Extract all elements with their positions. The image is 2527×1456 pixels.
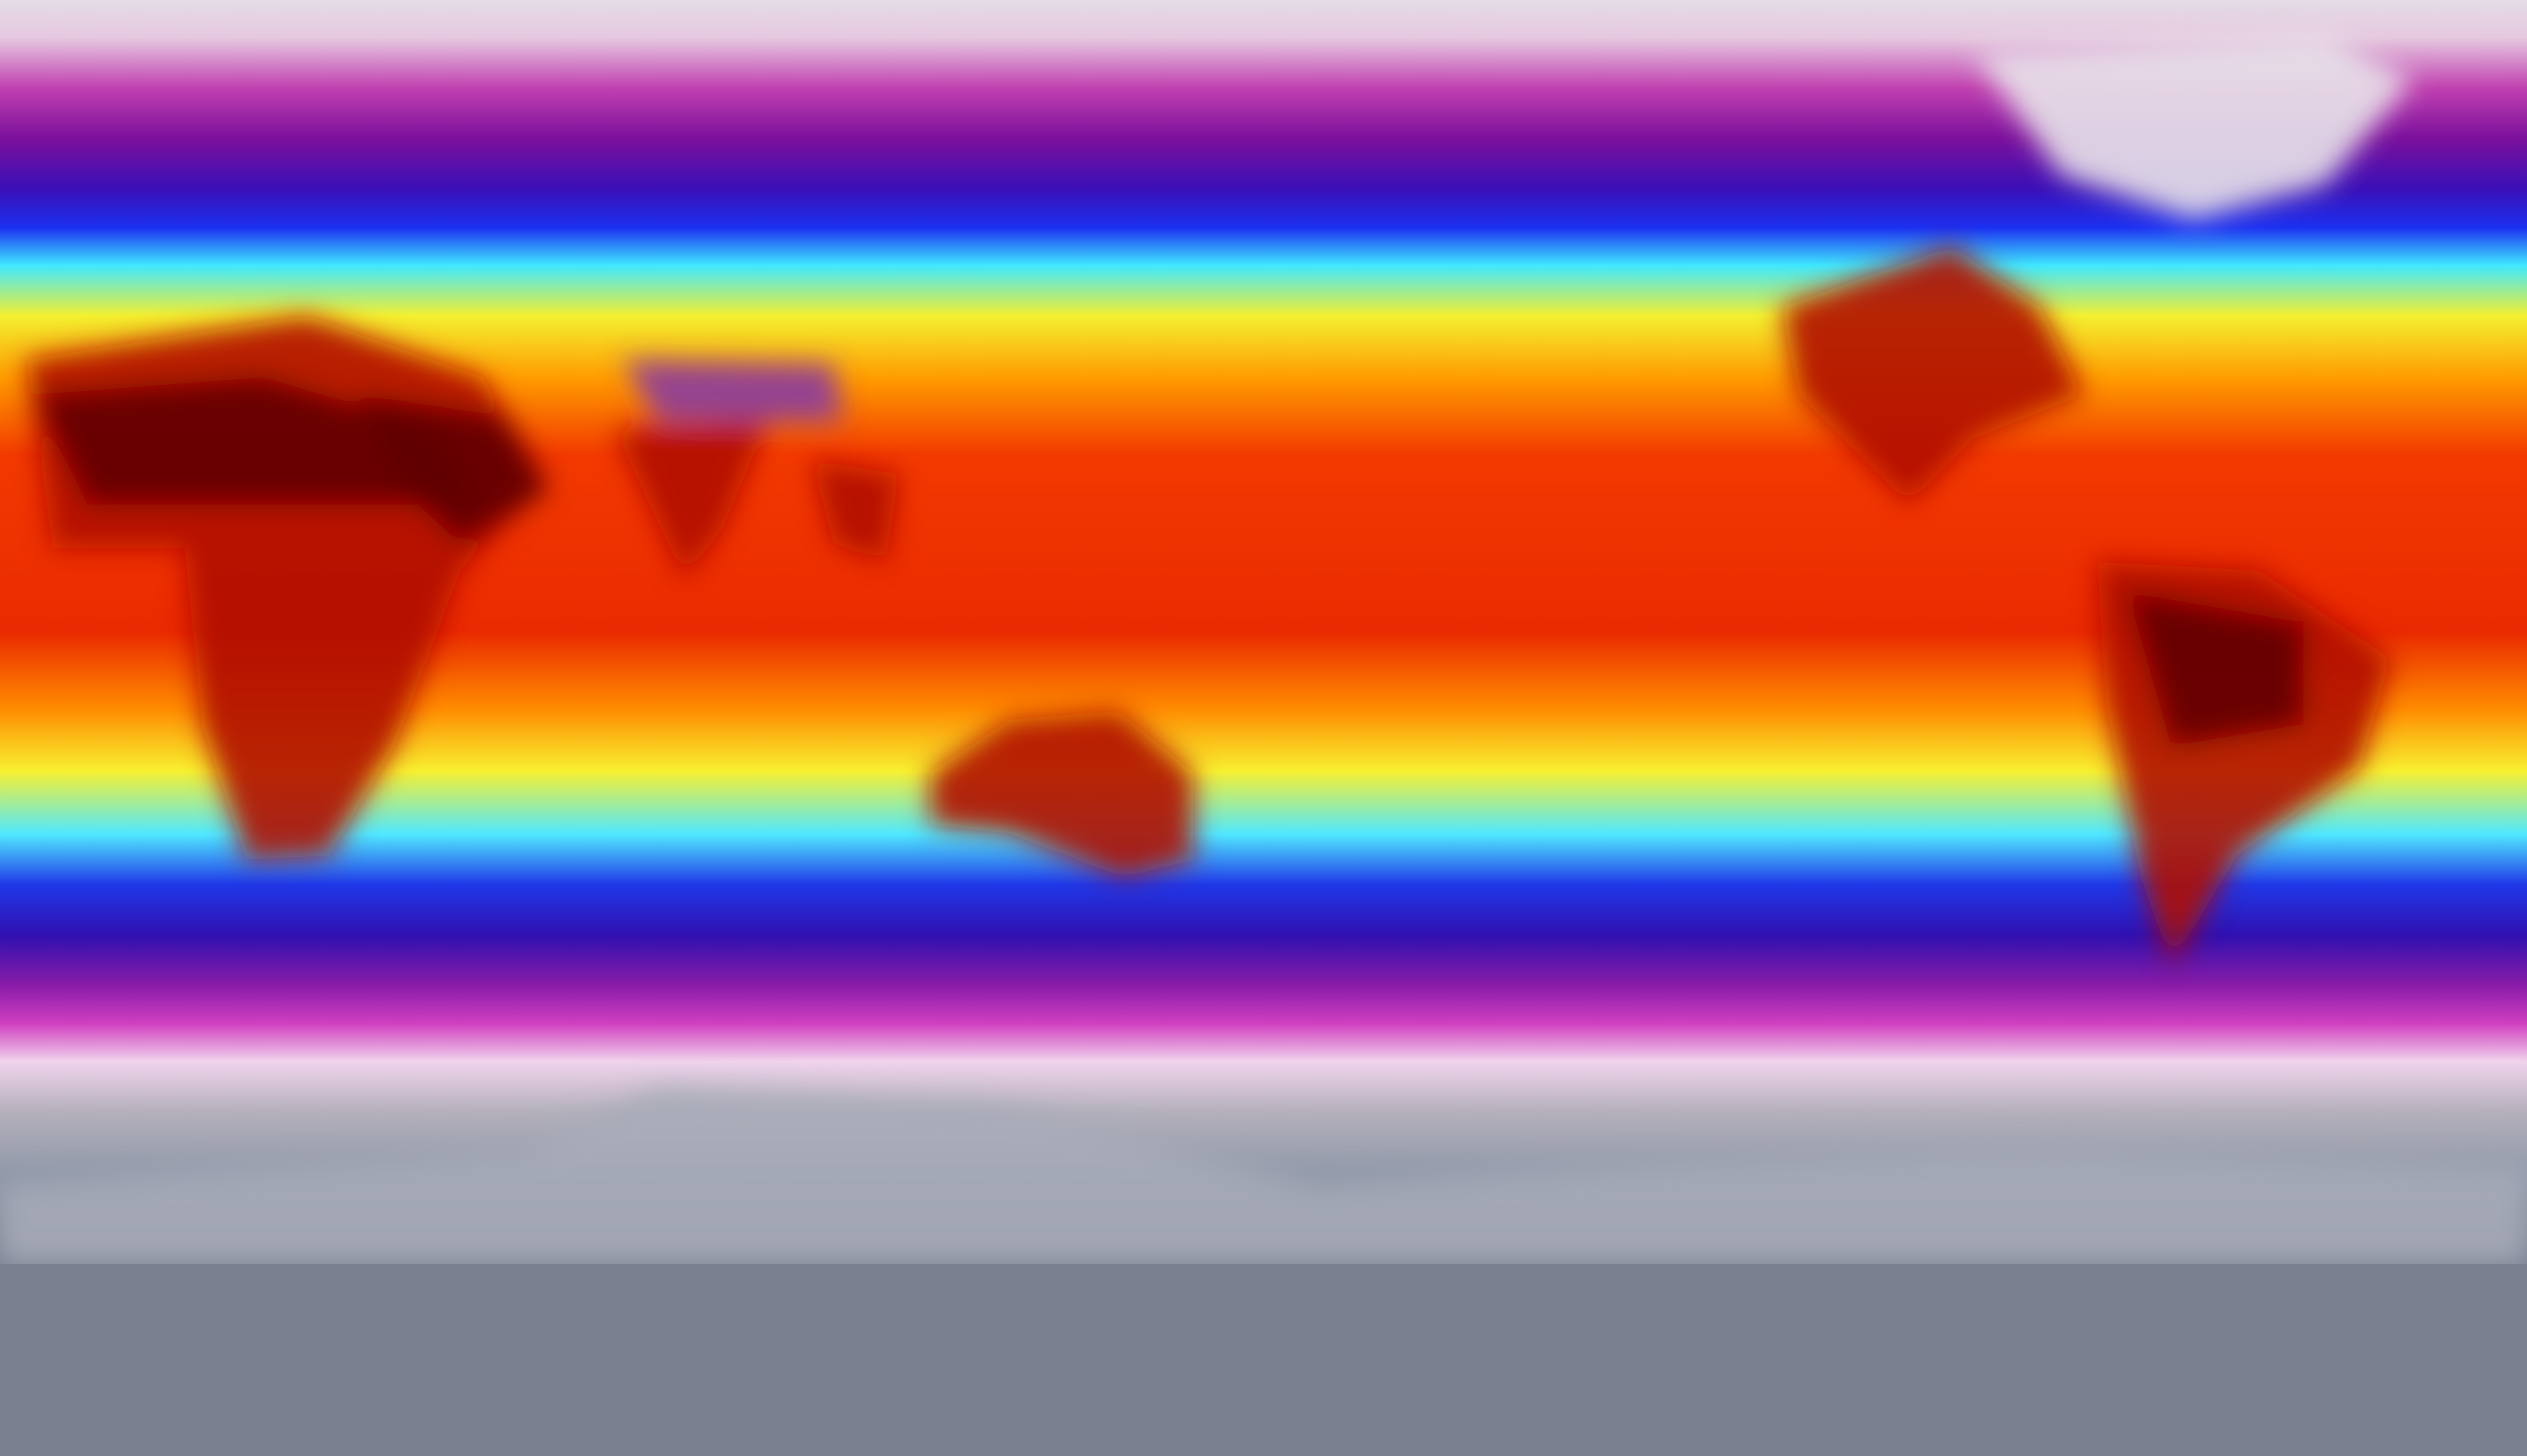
tibetan-plateau	[623, 359, 843, 421]
southeast-asia	[811, 460, 900, 562]
australia	[930, 711, 1194, 878]
arabia	[359, 395, 549, 544]
map-canvas	[0, 0, 2527, 1264]
north-america	[1781, 246, 2084, 505]
antarctica	[0, 1088, 2527, 1264]
india	[614, 421, 768, 579]
global-temperature-map	[0, 0, 2527, 1264]
amazon	[2128, 592, 2304, 746]
greenland	[1974, 35, 2413, 220]
sahara	[35, 377, 483, 505]
